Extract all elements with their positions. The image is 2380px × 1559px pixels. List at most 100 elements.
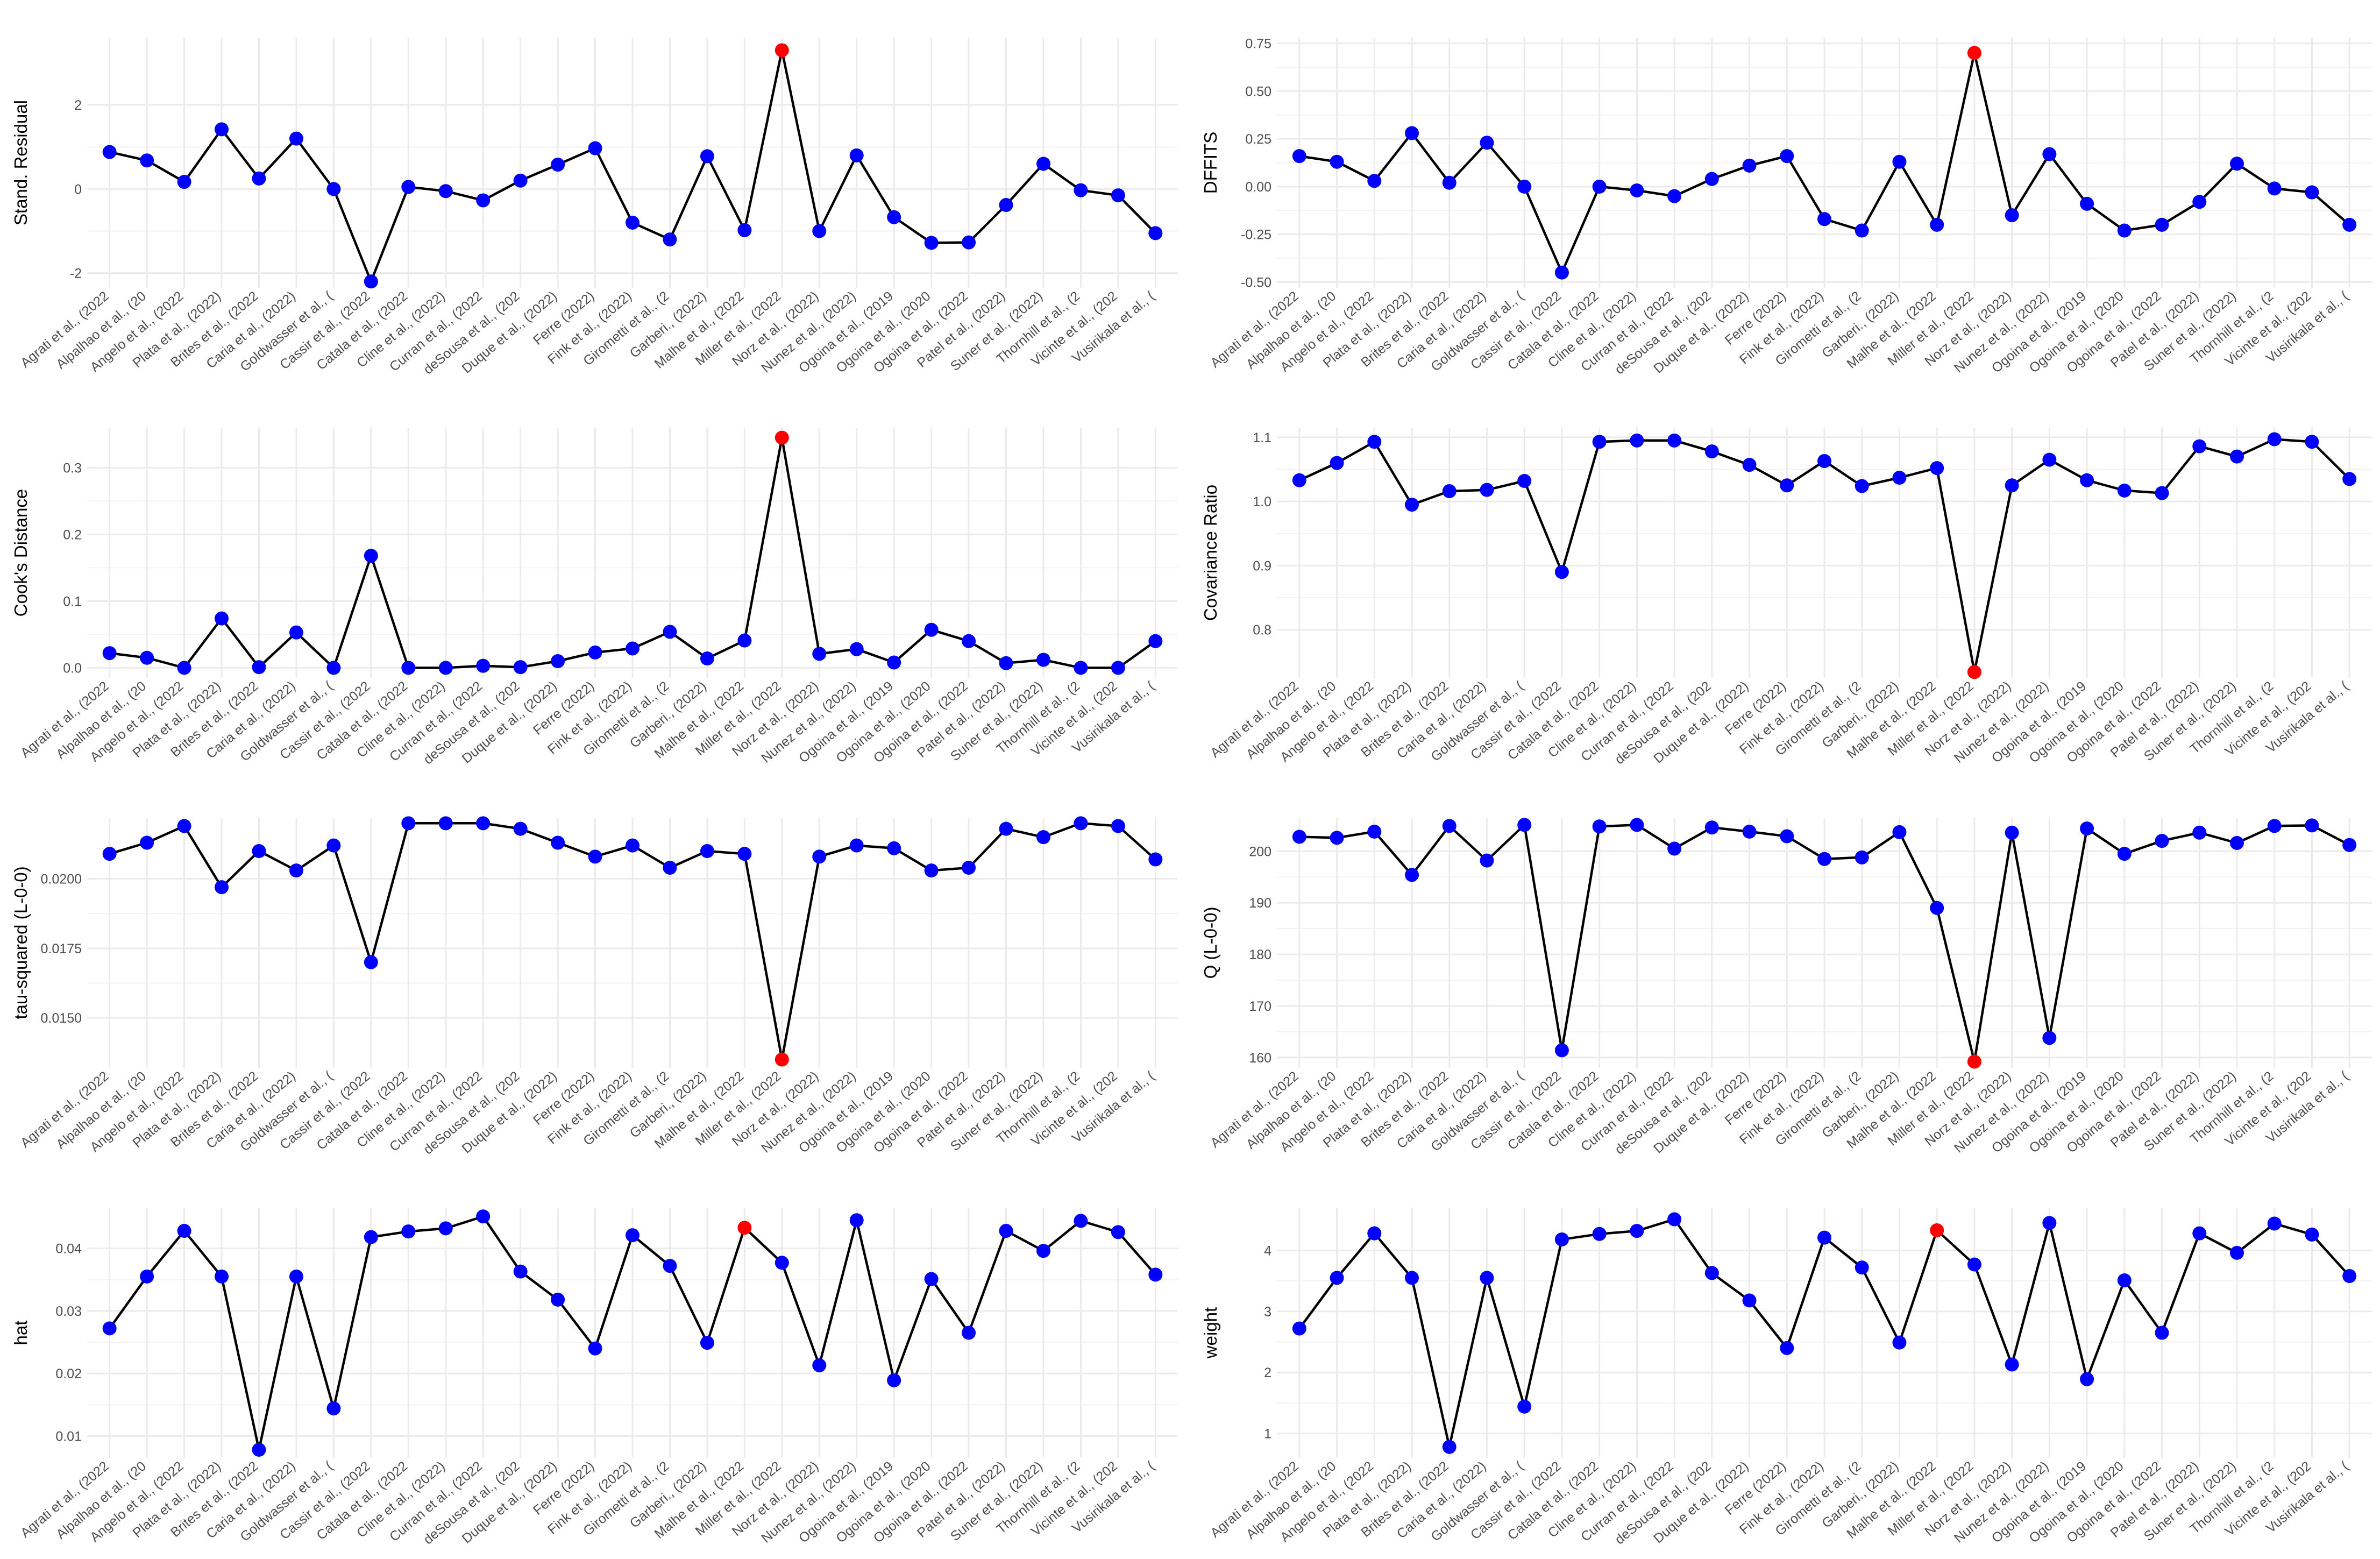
data-point xyxy=(1667,433,1682,448)
data-point xyxy=(1704,1266,1719,1280)
y-tick-label: 0.02 xyxy=(55,1366,82,1381)
y-tick-label: 200 xyxy=(1249,844,1271,859)
data-point xyxy=(812,1358,827,1372)
y-tick-label: 0.0175 xyxy=(41,941,82,956)
data-point xyxy=(2155,486,2169,500)
data-point xyxy=(1148,226,1163,240)
data-point xyxy=(2155,1326,2169,1340)
data-point xyxy=(1667,841,1682,856)
data-point xyxy=(1074,661,1088,675)
gridlines xyxy=(87,818,1178,1068)
gridlines xyxy=(87,1208,1178,1458)
influential-point xyxy=(1967,1054,1981,1069)
data-point xyxy=(1855,479,1869,493)
y-tick-label: 2 xyxy=(1264,1365,1271,1380)
data-point xyxy=(177,175,191,189)
data-point xyxy=(1892,825,1907,839)
data-point xyxy=(252,660,266,675)
y-axis-label: hat xyxy=(11,1321,31,1345)
data-point xyxy=(102,145,117,159)
data-point xyxy=(887,841,901,855)
data-point xyxy=(1704,444,1719,459)
data-point xyxy=(962,1326,976,1340)
data-point xyxy=(1592,435,1607,449)
data-point xyxy=(700,1336,714,1350)
data-point xyxy=(1892,154,1907,169)
data-point xyxy=(1817,212,1831,226)
data-point xyxy=(924,622,939,637)
y-tick-label: 0.2 xyxy=(63,527,82,542)
y-tick-label: 0.50 xyxy=(1245,84,1271,99)
data-point xyxy=(1630,183,1644,197)
data-point xyxy=(588,1341,602,1356)
data-point xyxy=(252,1442,266,1457)
y-axis-label: tau-squared (L-0-0) xyxy=(11,866,31,1019)
data-point xyxy=(1892,471,1907,485)
data-point xyxy=(252,171,266,186)
y-tick-label: 0.0150 xyxy=(41,1011,82,1026)
data-point xyxy=(1111,188,1125,203)
data-point xyxy=(1330,831,1344,845)
y-tick-label: 1.0 xyxy=(1253,494,1271,509)
data-point xyxy=(476,1209,491,1224)
data-point xyxy=(1554,265,1569,280)
panel-stand-residual: -2 0 2 Stand. Residual Agrati et al., (2022A… xyxy=(11,38,1178,377)
data-point xyxy=(1367,435,1382,449)
data-point xyxy=(1036,653,1050,667)
data-point xyxy=(438,661,453,675)
y-tick-label: 2 xyxy=(74,98,82,113)
data-point xyxy=(326,1401,341,1416)
data-point xyxy=(1330,1271,1344,1285)
influential-point xyxy=(737,1221,752,1235)
data-point xyxy=(1480,853,1494,868)
data-point xyxy=(1442,175,1457,190)
y-tick-label: 0.0 xyxy=(63,661,82,676)
data-point xyxy=(849,642,864,656)
data-point xyxy=(215,1269,229,1284)
data-point xyxy=(1817,454,1831,468)
data-point xyxy=(1780,149,1794,164)
gridlines xyxy=(1277,1208,2372,1458)
data-point xyxy=(999,198,1013,212)
data-point xyxy=(1855,850,1869,864)
data-point xyxy=(1442,819,1457,833)
data-point xyxy=(215,611,229,626)
data-point xyxy=(737,223,752,237)
data-point xyxy=(663,861,677,875)
data-point xyxy=(1292,149,1306,164)
data-point xyxy=(102,847,117,861)
y-axis-label: Cook's Distance xyxy=(11,489,31,616)
data-point xyxy=(1742,458,1757,472)
influential-point xyxy=(775,1052,789,1067)
influential-point xyxy=(775,43,789,58)
data-point xyxy=(1074,816,1088,831)
data-point xyxy=(2229,157,2244,171)
data-point xyxy=(1592,1227,1607,1241)
data-point xyxy=(2305,185,2319,200)
data-point xyxy=(177,819,191,833)
data-point xyxy=(2080,473,2094,487)
influential-point xyxy=(1967,46,1981,60)
data-point xyxy=(2042,1031,2057,1045)
data-point xyxy=(1111,1225,1125,1239)
data-point xyxy=(438,184,453,199)
data-point xyxy=(1405,1271,1419,1285)
data-point xyxy=(2005,1357,2019,1372)
panel-cooks-distance: 0.0 0.1 0.2 0.3 Cook's Distance Agrati et al.… xyxy=(11,428,1178,768)
data-point xyxy=(2192,195,2207,209)
data-point xyxy=(1554,1043,1569,1058)
data-point xyxy=(1292,1321,1306,1336)
data-point xyxy=(2342,217,2357,232)
influential-point xyxy=(775,430,789,445)
data-point xyxy=(1036,830,1050,845)
data-point xyxy=(962,634,976,648)
y-tick-label: 0.00 xyxy=(1245,180,1271,195)
data-point xyxy=(401,180,416,194)
data-point xyxy=(2117,483,2132,498)
data-point xyxy=(1517,179,1532,194)
data-point xyxy=(401,661,416,675)
y-tick-label: 0.3 xyxy=(63,460,82,476)
